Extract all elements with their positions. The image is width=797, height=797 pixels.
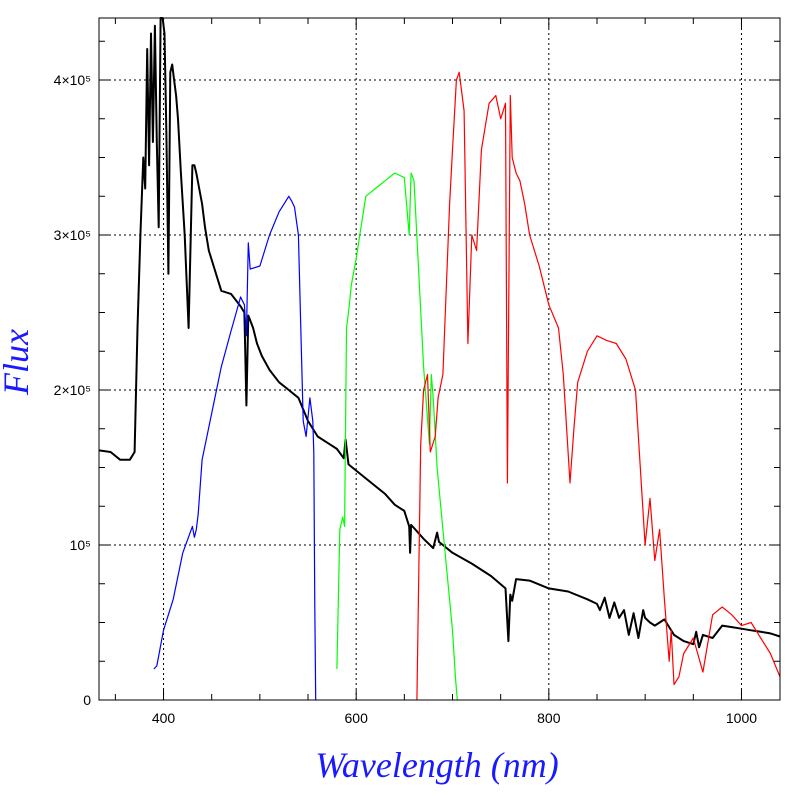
tick-marks	[99, 18, 780, 700]
y-tick-label: 3×10⁵	[54, 227, 91, 243]
grid-lines	[99, 18, 780, 700]
x-tick-label: 1000	[726, 710, 757, 726]
y-tick-label: 4×10⁵	[54, 72, 91, 88]
x-tick-label: 800	[537, 710, 561, 726]
series-line-1	[98, 17, 781, 649]
plot-frame	[98, 17, 781, 701]
series-line-2	[153, 195, 317, 701]
x-tick-label: 600	[345, 710, 369, 726]
y-tick-label: 2×10⁵	[54, 382, 91, 398]
series-layer	[98, 17, 781, 701]
series-line-3	[336, 172, 458, 701]
y-tick-label: 0	[83, 692, 91, 708]
y-tick-label: 10⁵	[70, 537, 91, 553]
tick-labels: 400 600 800 1000 0 10⁵ 2×10⁵ 3×10⁵ 4×10⁵	[54, 72, 758, 726]
x-tick-label: 400	[152, 710, 176, 726]
series-line-4	[416, 71, 781, 701]
y-axis-title: Flux	[0, 329, 36, 396]
x-axis-title: Wavelength (nm)	[315, 745, 559, 785]
